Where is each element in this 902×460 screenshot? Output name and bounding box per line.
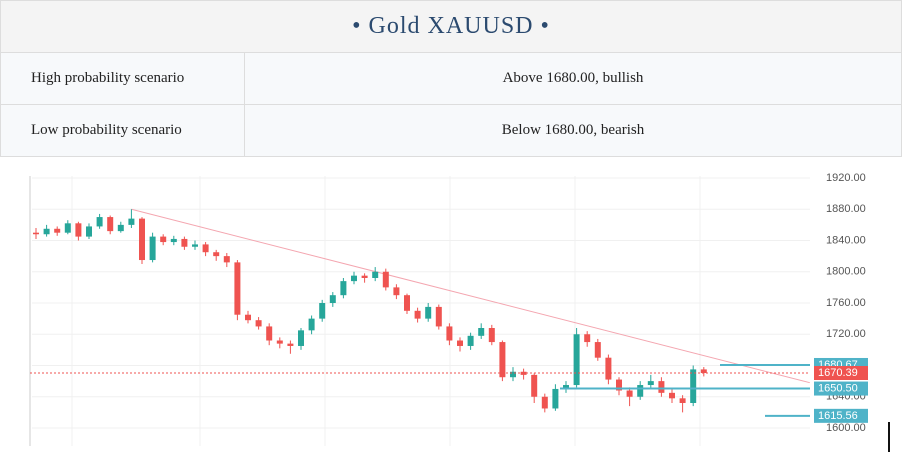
candle-body xyxy=(351,275,357,282)
candle-body xyxy=(669,392,675,399)
candle-body xyxy=(700,369,707,374)
candle-body xyxy=(340,281,347,296)
candle-body xyxy=(33,232,39,235)
cell: Below 1680.00, bearish xyxy=(244,104,902,157)
candle-body xyxy=(245,314,251,321)
candle-body xyxy=(75,223,82,237)
candle-body xyxy=(647,381,654,386)
candle-body xyxy=(149,236,156,261)
candle-body xyxy=(107,217,114,232)
candle-body xyxy=(170,238,177,243)
row: Low probability scenario Below 1680.00, b… xyxy=(0,104,902,157)
candle-body xyxy=(54,228,61,233)
level-tag xyxy=(814,408,868,423)
candle-body xyxy=(499,342,506,378)
candle-body xyxy=(234,262,241,315)
candle-body xyxy=(531,374,538,397)
candle-body xyxy=(139,218,145,261)
cell: Low probability scenario xyxy=(0,104,245,157)
candle-body xyxy=(573,334,580,386)
y-tick-label: 1840.00 xyxy=(826,234,866,246)
candle-body xyxy=(213,252,220,257)
candle-body xyxy=(563,385,569,389)
level-tag xyxy=(814,366,868,381)
candle-body xyxy=(117,224,124,232)
candle-body xyxy=(658,381,665,393)
candle-body xyxy=(404,295,410,311)
candle-body xyxy=(181,238,188,247)
y-tick-label: 1600.00 xyxy=(826,422,866,434)
level-label: 1670.39 xyxy=(818,367,858,379)
candle-body xyxy=(637,385,644,397)
cell: Above 1680.00, bullish xyxy=(244,52,902,105)
candle-body xyxy=(223,256,230,263)
candle-body xyxy=(414,310,421,319)
candle-body xyxy=(276,340,283,344)
candle-body xyxy=(128,218,135,225)
candle-body xyxy=(478,328,485,336)
level-label: 1615.56 xyxy=(818,410,858,422)
candle-body xyxy=(552,388,559,409)
y-tick-label: 1880.00 xyxy=(826,203,866,215)
candle-body xyxy=(96,217,103,227)
candle-body xyxy=(255,320,262,327)
candle-body xyxy=(202,244,209,253)
candle-body xyxy=(467,335,474,346)
cursor xyxy=(888,422,890,452)
y-tick-label: 1720.00 xyxy=(826,328,866,340)
candle-body xyxy=(584,334,591,343)
candle-body xyxy=(287,343,294,346)
candle-body xyxy=(160,236,167,243)
candle-body xyxy=(319,303,326,319)
candle-body xyxy=(510,371,516,378)
candle-body xyxy=(679,398,686,403)
candle-body xyxy=(64,223,71,233)
candle-body xyxy=(86,226,92,237)
chart-bg xyxy=(28,176,870,446)
level-label: 1650.50 xyxy=(818,382,858,394)
candle-body xyxy=(361,275,368,278)
candle-body xyxy=(457,340,463,346)
candle-body xyxy=(446,326,453,341)
candle-body xyxy=(626,390,633,397)
scenario-table: High probability scenario Above 1680.00, … xyxy=(0,52,902,157)
candle-body xyxy=(541,396,548,409)
candle-body xyxy=(308,318,315,331)
cell: High probability scenario xyxy=(0,52,245,105)
candle-body xyxy=(425,306,432,319)
candle-body xyxy=(488,328,495,343)
candle-body xyxy=(594,342,601,358)
candle-body xyxy=(266,326,273,341)
chart: 1600.001640.001680.001720.001760.001800.… xyxy=(28,172,890,452)
trendline xyxy=(131,208,810,384)
row: High probability scenario Above 1680.00, … xyxy=(0,52,902,105)
candle-body xyxy=(605,357,612,380)
candle-body xyxy=(43,228,50,235)
candle-body xyxy=(329,295,336,303)
candle-body xyxy=(435,306,442,327)
y-tick-label: 1920.00 xyxy=(826,172,866,184)
candle-body xyxy=(298,330,304,346)
y-tick-label: 1760.00 xyxy=(826,297,866,309)
candle-body xyxy=(192,244,198,247)
level-tag xyxy=(814,381,868,396)
candle-body xyxy=(372,271,379,278)
candle-body xyxy=(393,287,400,296)
title: • Gold XAUUSD • xyxy=(0,0,902,53)
candle-body xyxy=(616,379,622,391)
candle-body xyxy=(690,369,697,403)
candle-body xyxy=(382,271,389,288)
y-tick-label: 1800.00 xyxy=(826,266,866,278)
